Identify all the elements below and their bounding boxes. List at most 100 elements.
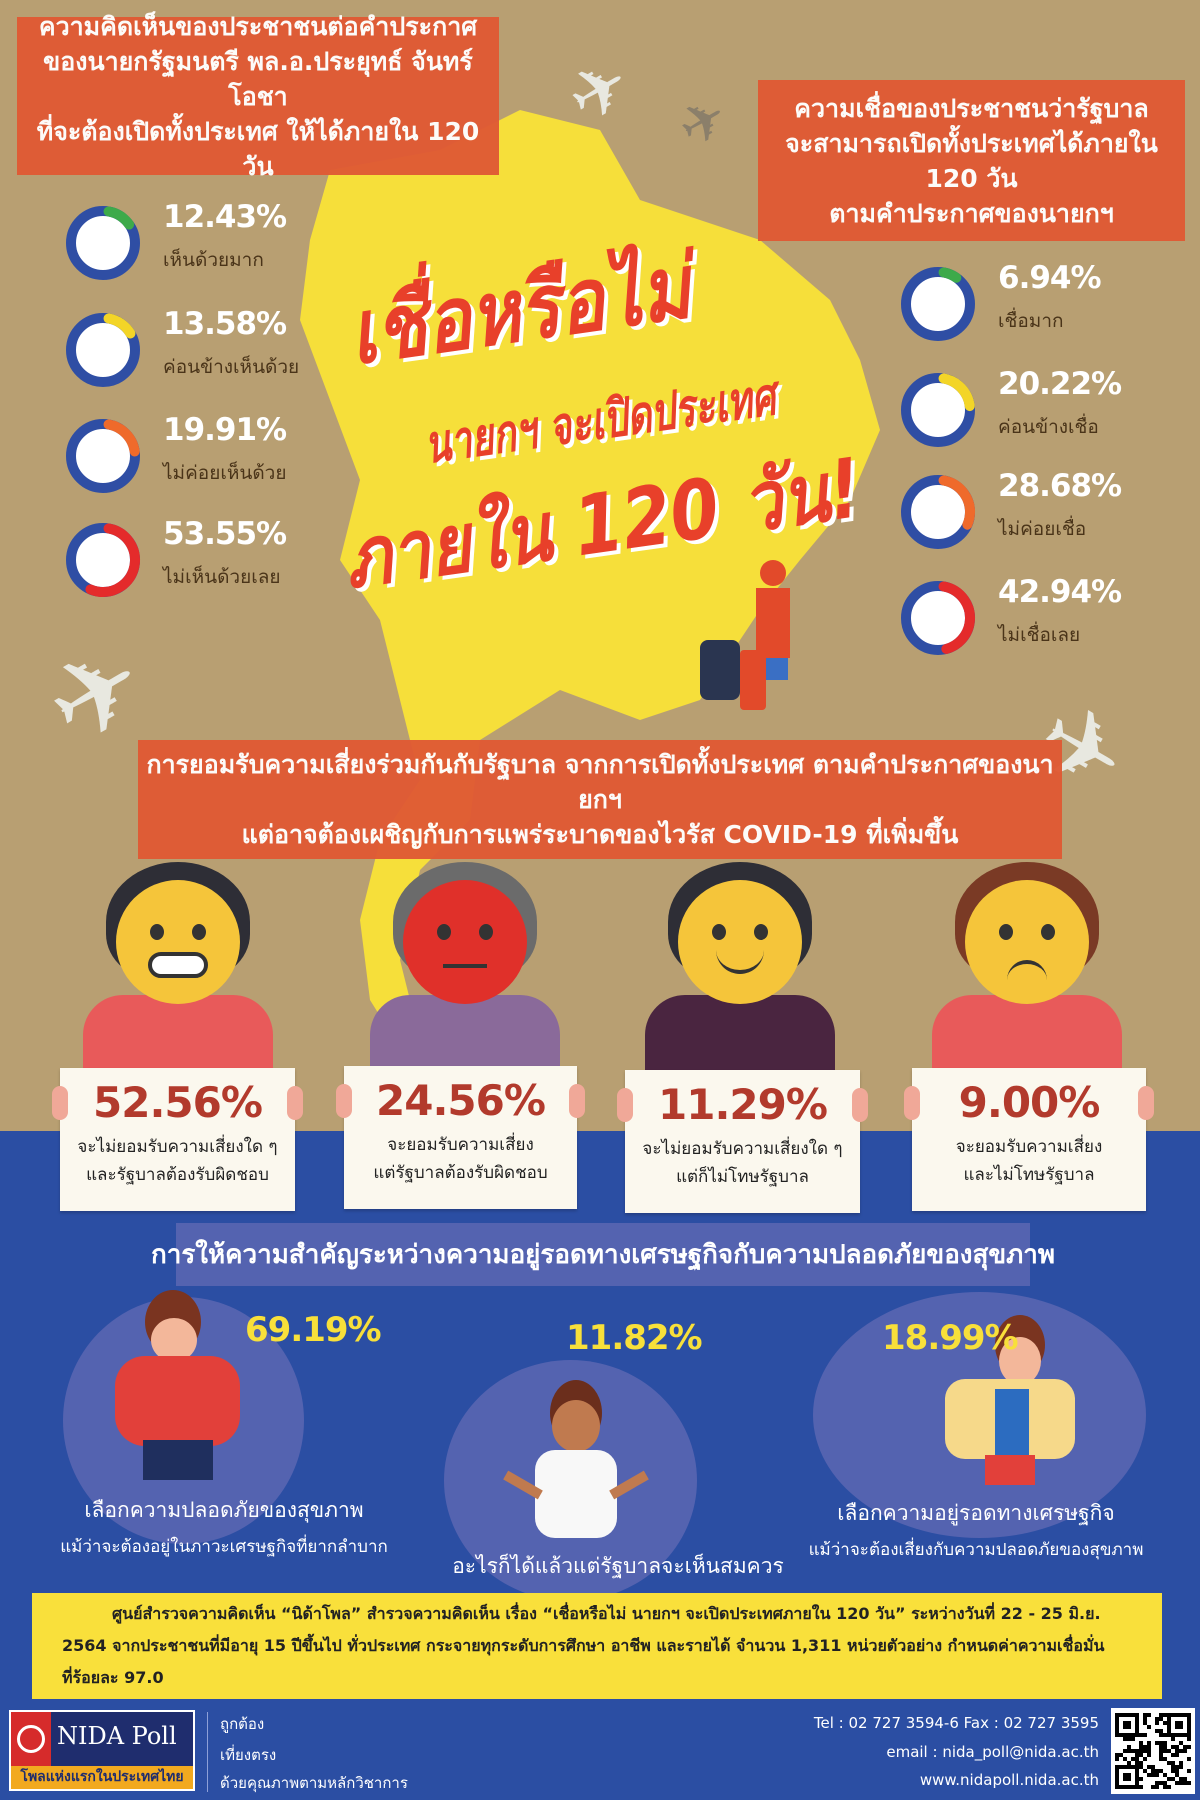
donut-label: ค่อนข้างเชื่อ [998,416,1099,438]
qr-module [1167,1721,1171,1725]
qr-module [1143,1769,1147,1773]
priority-percent-any: 11.82% [566,1318,703,1358]
qr-module [1115,1729,1119,1733]
qr-module [1143,1721,1147,1725]
donut-label: เห็นด้วยมาก [163,249,264,271]
qr-module [1187,1717,1191,1721]
donut-percent: 28.68% [998,468,1122,504]
qr-module [1135,1713,1139,1717]
belief-title-box: ความเชื่อของประชาชนว่ารัฐบาล จะสามารถเปิ… [758,80,1185,241]
survey-info-box: ศูนย์สำรวจความคิดเห็น “นิด้าโพล” สำรวจคว… [32,1593,1162,1699]
donut-segment [901,581,975,655]
emoji-face-smile-icon [678,880,802,1004]
donut-chart [66,419,140,493]
hand [1138,1086,1154,1120]
footer-divider [207,1712,208,1792]
contact-website[interactable]: www.nidapoll.nida.ac.th [919,1771,1099,1789]
donut-chart [66,523,140,597]
qr-module [1159,1713,1163,1717]
risk-percent: 52.56% [93,1078,263,1127]
priority-percent-economy: 18.99% [882,1318,1019,1358]
qr-module [1115,1777,1119,1781]
donut-segment [66,313,140,387]
qr-module [1183,1733,1187,1737]
belief-title-line: ความเชื่อของประชาชนว่ารัฐบาล [794,93,1149,123]
qr-module [1171,1765,1175,1769]
donut-label: ไม่เชื่อเลย [998,624,1081,646]
qr-module [1147,1713,1151,1717]
nida-poll-logo: NIDA Poll โพลแห่งแรกในประเทศไทย [9,1710,195,1791]
eye [999,924,1013,940]
donut-chart [901,581,975,655]
qr-module [1115,1753,1119,1757]
qr-module [1163,1749,1167,1753]
qr-module [1171,1753,1175,1757]
qr-module [1115,1785,1119,1789]
qr-module [1135,1781,1139,1785]
priority-caption-any: อะไรก็ได้แล้วแต่รัฐบาลจะเห็นสมควร [418,1550,818,1583]
qr-module [1187,1769,1191,1773]
belief-title-line: ตามคำประกาศของนายกฯ [829,198,1114,228]
donut-percent: 6.94% [998,260,1102,296]
mouth [1007,960,1047,980]
eye [437,924,451,940]
qr-module [1171,1745,1175,1749]
qr-module [1123,1773,1127,1777]
qr-module [1171,1769,1175,1773]
qr-module [1159,1717,1163,1721]
thailand-map-illustration [300,110,880,1170]
eye [754,924,768,940]
qr-module [1159,1781,1163,1785]
qr-module [1135,1765,1139,1769]
qr-module [1123,1765,1127,1769]
qr-module [1163,1785,1167,1789]
qr-module [1179,1725,1183,1729]
qr-code-icon[interactable] [1111,1708,1195,1794]
qr-module [1167,1729,1171,1733]
qr-module [1159,1769,1163,1773]
priority-caption-economy: เลือกความอยู่รอดทางเศรษฐกิจ แม้ว่าจะต้อง… [766,1497,1186,1563]
qr-module [1135,1785,1139,1789]
donut-segment [66,523,140,597]
qr-module [1123,1777,1127,1781]
caption-main: เลือกความปลอดภัยของสุขภาพ [84,1498,364,1522]
qr-module [1139,1777,1143,1781]
qr-module [1175,1725,1179,1729]
qr-module [1139,1765,1143,1769]
qr-module [1155,1773,1159,1777]
risk-description: จะไม่ยอมรับความเสี่ยงใด ๆและรัฐบาลต้องรั… [60,1134,295,1188]
qr-module [1131,1757,1135,1761]
risk-sign: 24.56% จะยอมรับความเสี่ยง แต่รัฐบาลต้องรับ… [344,1066,577,1209]
qr-module [1135,1733,1139,1737]
risk-sign: 9.00% จะยอมรับความเสี่ยง และไม่โทษรัฐบาล [912,1068,1146,1211]
qr-module [1115,1781,1119,1785]
person-health-illustration [115,1290,245,1480]
donut-chart [901,475,975,549]
tagline-precise: เที่ยงตรง [220,1746,277,1764]
qr-module [1135,1725,1139,1729]
qr-module [1171,1733,1175,1737]
risk-description-line: จะไม่ยอมรับความเสี่ยงใด ๆ [642,1139,843,1160]
qr-module [1115,1773,1119,1777]
belief-title-line: จะสามารถเปิดทั้งประเทศได้ภายใน 120 วัน [785,128,1158,193]
info-line: 2564 จากประชาชนที่มีอายุ 15 ปีขึ้นไป ทั่… [62,1636,1105,1655]
risk-description: จะไม่ยอมรับความเสี่ยงใด ๆแต่ก็ไม่โทษรัฐบ… [625,1136,860,1190]
qr-module [1119,1733,1123,1737]
qr-module [1147,1749,1151,1753]
risk-sign: 11.29% จะไม่ยอมรับความเสี่ยงใด ๆแต่ก็ไม่โ… [625,1070,860,1213]
risk-percent: 24.56% [376,1076,546,1125]
eye [192,924,206,940]
qr-module [1175,1773,1179,1777]
qr-module [1159,1757,1163,1761]
qr-module [1187,1733,1191,1737]
risk-description-line: จะยอมรับความเสี่ยง [387,1135,534,1156]
qr-module [1127,1725,1131,1729]
qr-module [1159,1749,1163,1753]
qr-module [1115,1769,1119,1773]
qr-module [1123,1749,1127,1753]
contact-email[interactable]: email : nida_poll@nida.ac.th [886,1743,1099,1761]
qr-module [1127,1745,1131,1749]
donut-segment [901,267,975,341]
qr-module [1135,1757,1139,1761]
eye [712,924,726,940]
